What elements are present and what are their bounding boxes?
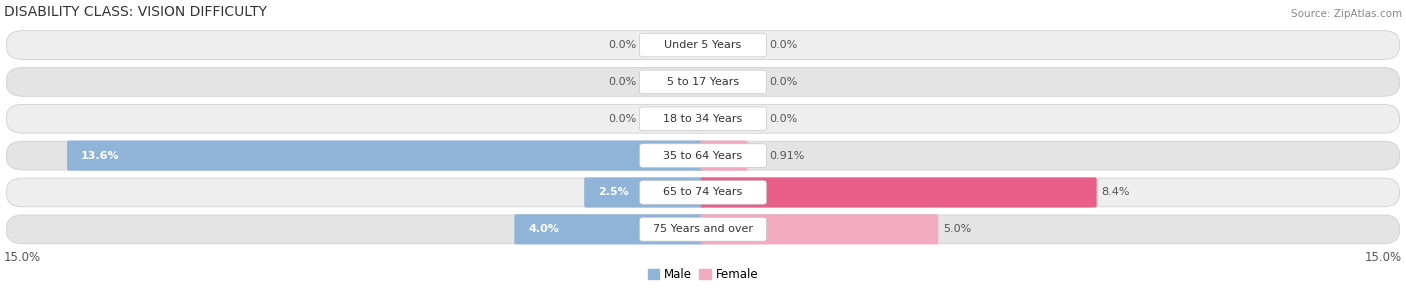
Text: 0.0%: 0.0% [609, 40, 637, 50]
FancyBboxPatch shape [7, 31, 1399, 59]
Text: 15.0%: 15.0% [4, 251, 41, 264]
FancyBboxPatch shape [640, 218, 766, 241]
Text: 0.0%: 0.0% [769, 77, 797, 87]
Text: 65 to 74 Years: 65 to 74 Years [664, 188, 742, 198]
FancyBboxPatch shape [700, 214, 938, 244]
Text: 0.0%: 0.0% [609, 77, 637, 87]
Text: DISABILITY CLASS: VISION DIFFICULTY: DISABILITY CLASS: VISION DIFFICULTY [4, 5, 267, 19]
Text: 2.5%: 2.5% [598, 188, 628, 198]
FancyBboxPatch shape [67, 140, 706, 171]
Text: 0.0%: 0.0% [609, 114, 637, 124]
FancyBboxPatch shape [7, 178, 1399, 207]
Text: Source: ZipAtlas.com: Source: ZipAtlas.com [1291, 9, 1402, 19]
Text: 0.0%: 0.0% [769, 40, 797, 50]
FancyBboxPatch shape [640, 144, 766, 168]
FancyBboxPatch shape [7, 215, 1399, 244]
FancyBboxPatch shape [7, 104, 1399, 133]
Text: 13.6%: 13.6% [82, 150, 120, 161]
Text: 0.0%: 0.0% [769, 114, 797, 124]
Text: 15.0%: 15.0% [1365, 251, 1402, 264]
Text: 4.0%: 4.0% [529, 224, 560, 234]
Text: 5 to 17 Years: 5 to 17 Years [666, 77, 740, 87]
FancyBboxPatch shape [7, 67, 1399, 96]
Legend: Male, Female: Male, Female [643, 264, 763, 286]
FancyBboxPatch shape [700, 177, 1097, 208]
FancyBboxPatch shape [640, 181, 766, 204]
Text: 18 to 34 Years: 18 to 34 Years [664, 114, 742, 124]
Text: 0.91%: 0.91% [769, 150, 804, 161]
FancyBboxPatch shape [640, 107, 766, 130]
Text: 5.0%: 5.0% [943, 224, 972, 234]
FancyBboxPatch shape [700, 140, 748, 171]
FancyBboxPatch shape [640, 70, 766, 94]
FancyBboxPatch shape [515, 214, 706, 244]
FancyBboxPatch shape [640, 33, 766, 57]
FancyBboxPatch shape [585, 177, 706, 208]
FancyBboxPatch shape [7, 141, 1399, 170]
Text: 75 Years and over: 75 Years and over [652, 224, 754, 234]
Text: Under 5 Years: Under 5 Years [665, 40, 741, 50]
Text: 35 to 64 Years: 35 to 64 Years [664, 150, 742, 161]
Text: 8.4%: 8.4% [1101, 188, 1130, 198]
